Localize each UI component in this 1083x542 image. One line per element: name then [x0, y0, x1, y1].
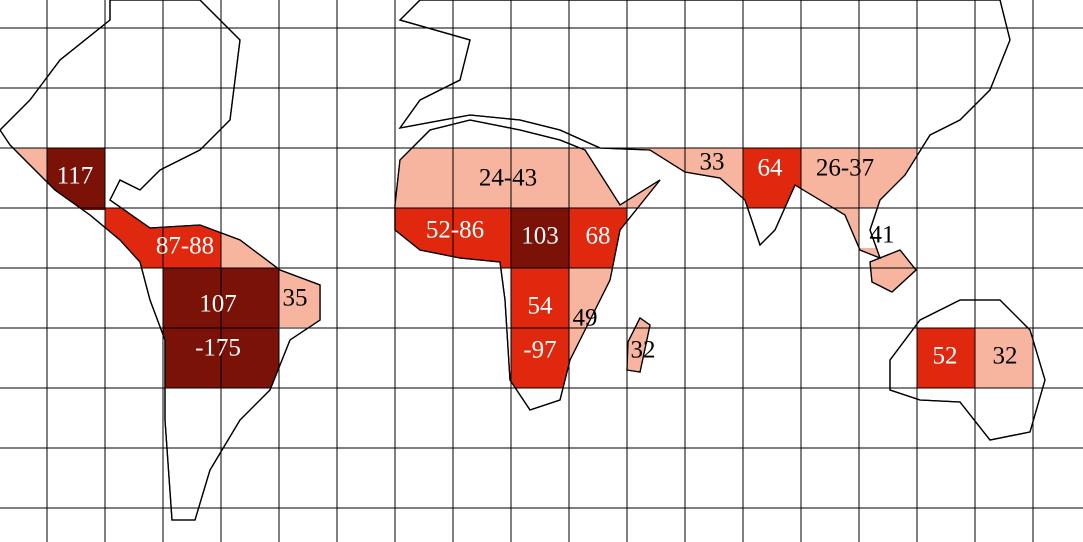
region-label: 24-43 — [479, 165, 537, 192]
region-label: 54 — [528, 293, 554, 320]
region-label: 35 — [283, 285, 308, 312]
region-label: 41 — [870, 222, 895, 249]
region-cell — [395, 148, 685, 208]
region-label: 49 — [573, 305, 598, 332]
region-cell — [511, 208, 569, 268]
region-label: 32 — [993, 343, 1018, 370]
region-cell — [975, 328, 1033, 388]
region-cell — [917, 328, 975, 388]
cell — [221, 208, 279, 268]
region-label: 107 — [199, 291, 237, 318]
region-label: 117 — [57, 163, 94, 190]
region-label: 32 — [631, 337, 656, 364]
labels: 117 87-88 107 -175 35 24-43 52-86 103 68 54 -97 49 3… — [57, 149, 1018, 370]
region-label: 33 — [700, 149, 725, 176]
region-label: 87-88 — [156, 233, 214, 260]
region-label: 68 — [586, 223, 611, 250]
region-label: -97 — [523, 337, 556, 364]
region-label: 64 — [758, 155, 784, 182]
region-label: 52-86 — [426, 217, 484, 244]
region-label: -175 — [195, 335, 241, 362]
cell — [801, 208, 859, 268]
region-label: 26-37 — [816, 155, 874, 182]
region-label: 103 — [521, 223, 559, 250]
cell — [0, 148, 47, 210]
region-label: 52 — [933, 343, 958, 370]
